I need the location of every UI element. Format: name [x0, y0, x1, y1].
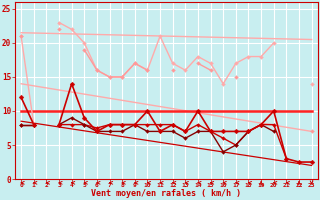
X-axis label: Vent moyen/en rafales ( km/h ): Vent moyen/en rafales ( km/h ): [92, 189, 241, 198]
